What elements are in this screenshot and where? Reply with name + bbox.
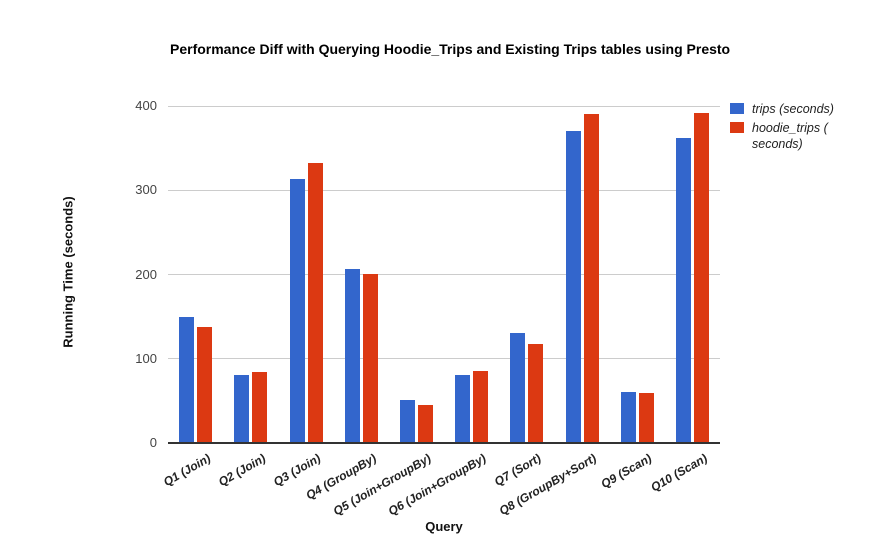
bar-hoodie-trips-8 <box>583 114 599 443</box>
bar-trips-4 <box>344 268 360 443</box>
bar-hoodie-trips-9 <box>638 393 654 443</box>
legend-label: hoodie_trips ( seconds) <box>752 121 828 151</box>
legend: trips (seconds) hoodie_trips ( seconds) <box>730 101 864 155</box>
chart-title: Performance Diff with Querying Hoodie_Tr… <box>170 41 731 57</box>
bar-trips-1 <box>179 316 195 443</box>
legend-swatch <box>730 103 744 114</box>
bar-hoodie-trips-1 <box>197 326 213 443</box>
bar-trips-8 <box>565 131 581 443</box>
bar-trips-2 <box>234 374 250 443</box>
x-tick-label: Q9 (Scan) <box>598 451 655 492</box>
bar-hoodie-trips-7 <box>528 344 544 443</box>
y-tick-label: 0 <box>149 435 157 450</box>
y-tick-label: 300 <box>135 182 157 198</box>
legend-swatch <box>730 122 744 133</box>
x-tick-label: Q6 (Join+GroupBy) <box>386 451 489 519</box>
x-tick-label: Q8 (GroupBy+Sort) <box>497 451 599 518</box>
bar-trips-7 <box>510 332 526 443</box>
x-tick-label: Q5 (Join+GroupBy) <box>330 451 434 519</box>
bar-hoodie-trips-10 <box>693 112 709 443</box>
bar-hoodie-trips-6 <box>473 371 489 443</box>
bar-hoodie-trips-4 <box>362 273 378 443</box>
gridline <box>168 189 720 191</box>
bar-trips-6 <box>455 374 471 443</box>
bar-hoodie-trips-3 <box>307 163 323 443</box>
bar-trips-3 <box>289 179 305 443</box>
y-tick-label: 200 <box>135 266 157 282</box>
y-tick-label: 400 <box>135 98 157 113</box>
bar-trips-5 <box>399 400 415 443</box>
bar-hoodie-trips-5 <box>417 405 433 443</box>
bar-trips-10 <box>675 138 691 443</box>
x-tick-label: Q2 (Join) <box>215 451 268 490</box>
y-tick-label: 100 <box>135 350 157 366</box>
bar-trips-9 <box>620 392 636 443</box>
bar-hoodie-trips-2 <box>252 372 268 443</box>
gridline <box>168 105 720 107</box>
legend-item-hoodie-trips: hoodie_trips ( seconds) <box>730 120 864 152</box>
x-axis-baseline <box>168 442 720 444</box>
x-tick-label: Q1 (Join) <box>160 451 213 490</box>
x-tick-label: Q10 (Scan) <box>648 451 710 495</box>
gridline <box>168 358 720 360</box>
y-axis-title: Running Time (seconds) <box>60 196 76 348</box>
gridline <box>168 274 720 275</box>
legend-label: trips (seconds) <box>752 102 834 116</box>
x-axis-title: Query <box>425 519 463 534</box>
legend-item-trips: trips (seconds) <box>730 101 864 117</box>
